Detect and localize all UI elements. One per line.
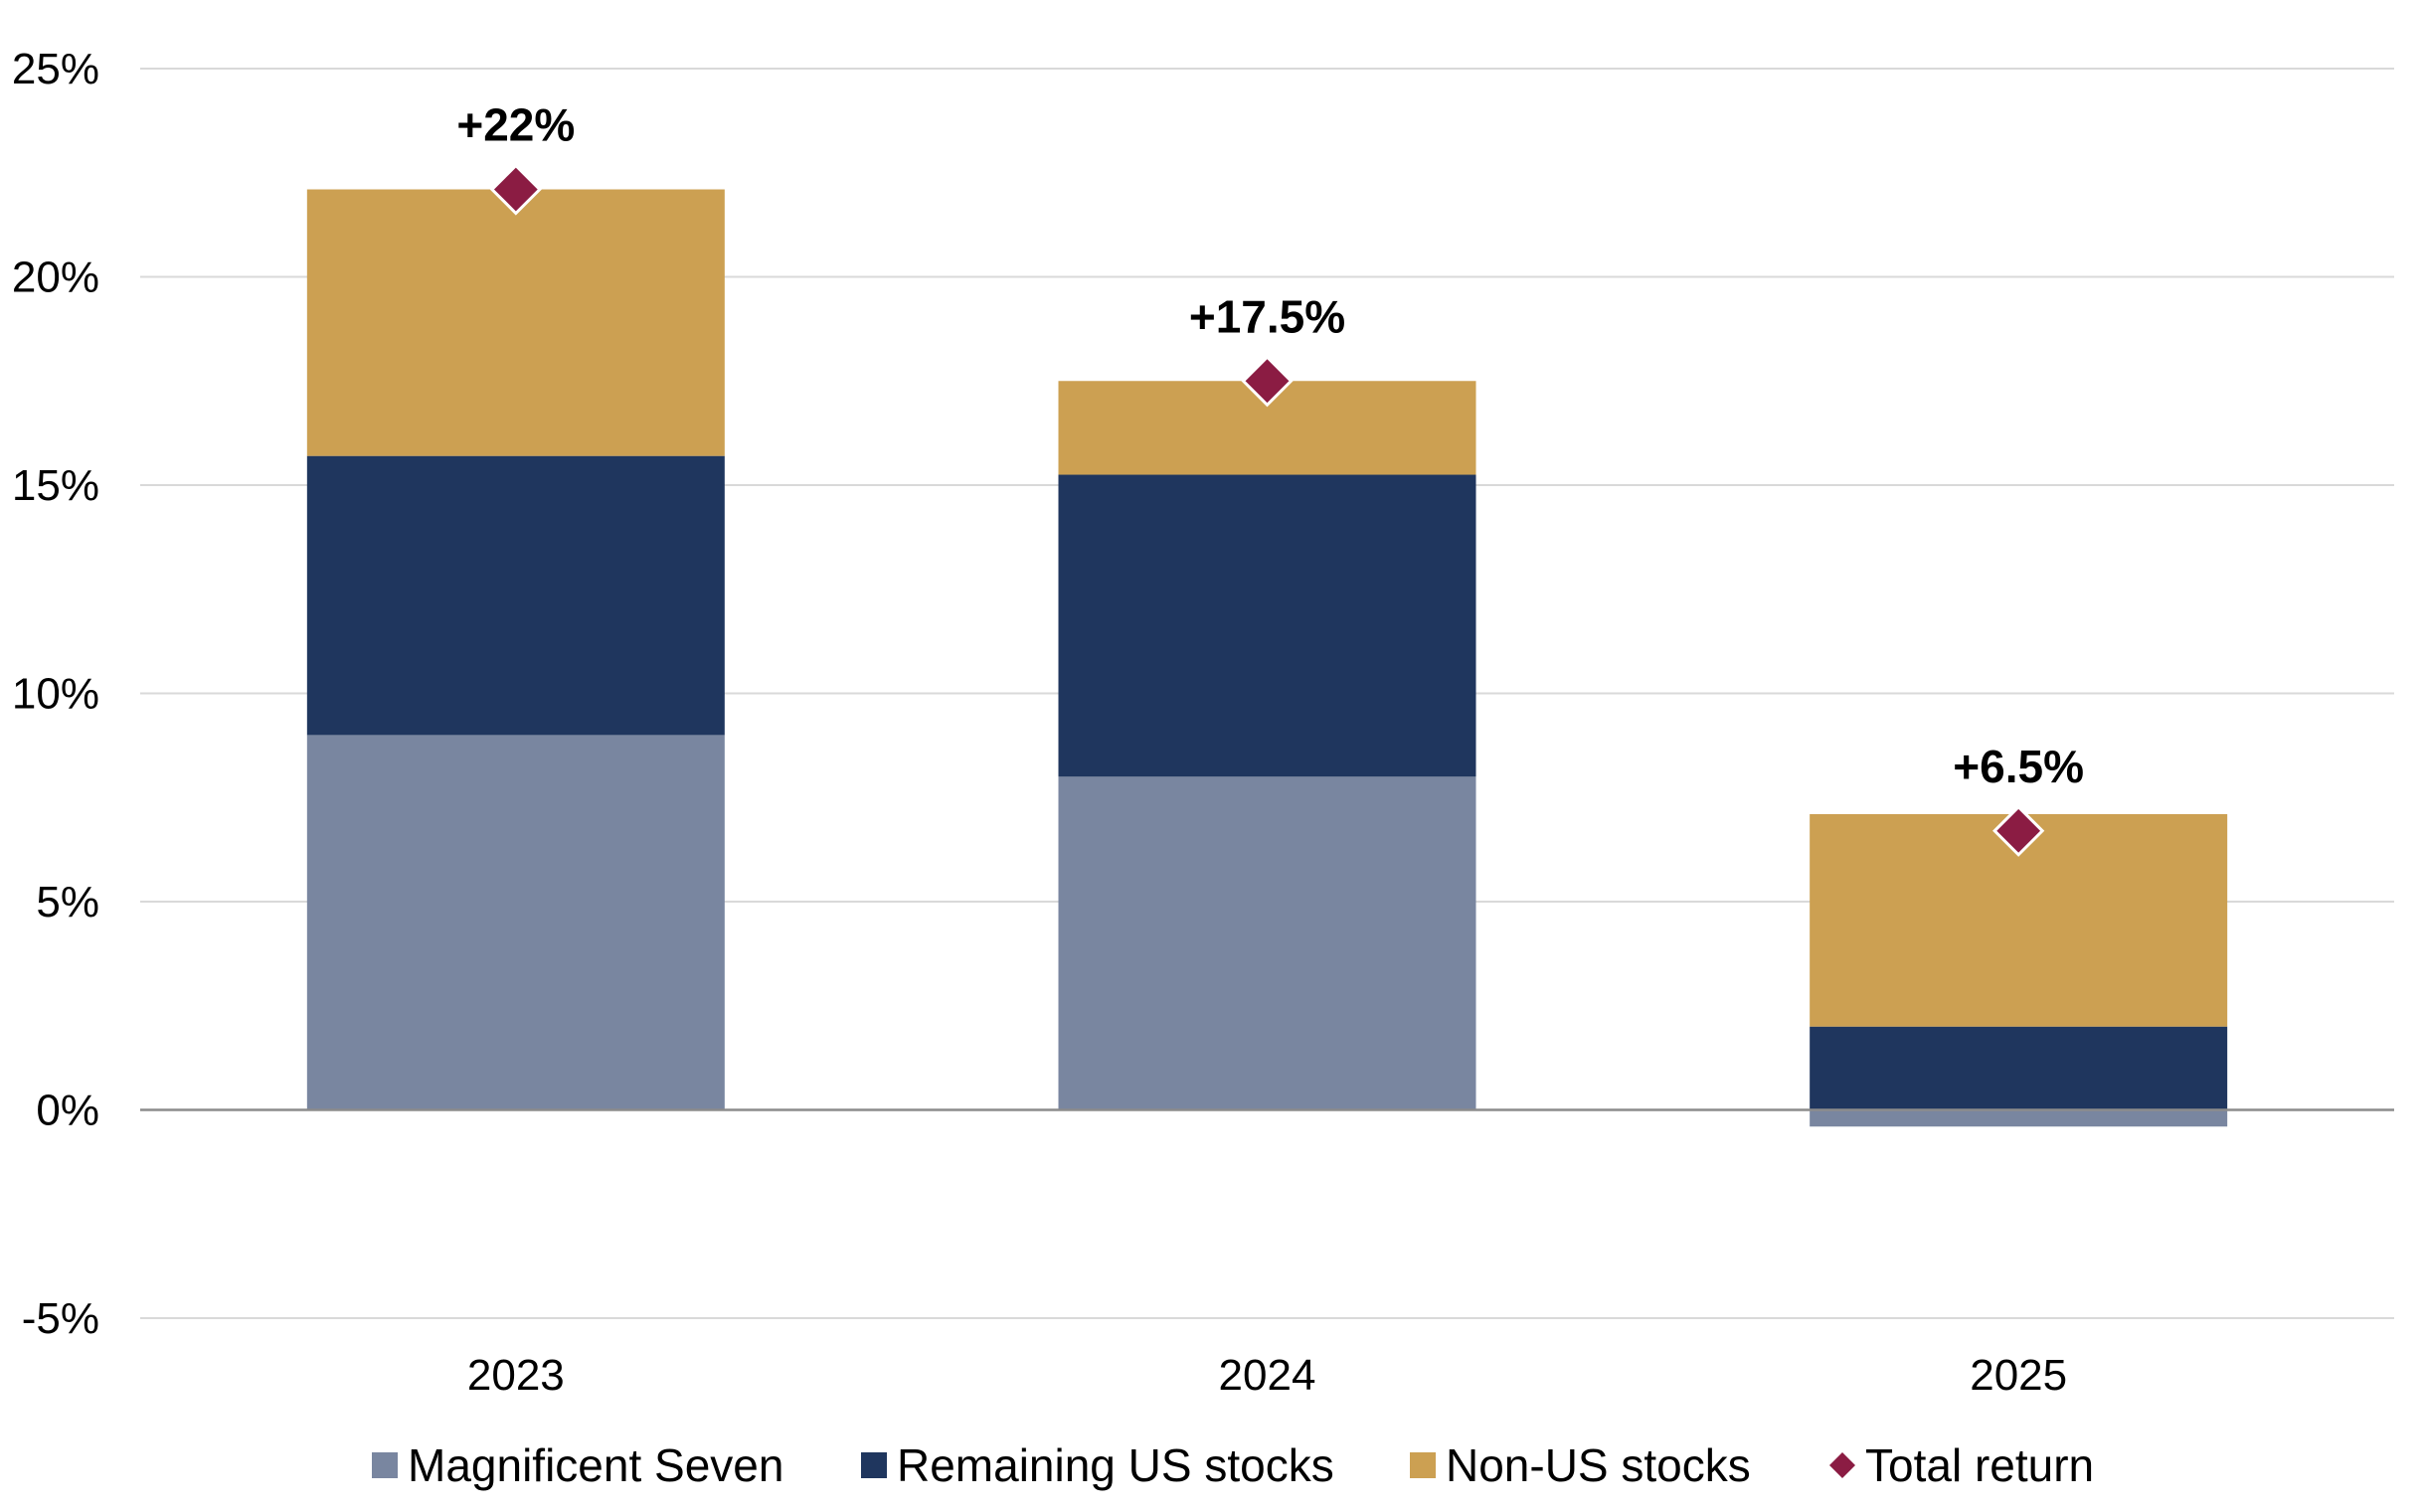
legend-label: Magnificent Seven bbox=[408, 1439, 783, 1491]
total-return-labels: +22% +17.5% +6.5% bbox=[456, 99, 2084, 792]
total-return-markers bbox=[489, 163, 2045, 857]
x-tick-label: 2024 bbox=[1219, 1351, 1316, 1400]
legend-swatch bbox=[1410, 1452, 1436, 1478]
total-return-label: +6.5% bbox=[1953, 741, 2084, 792]
bar-segment bbox=[306, 735, 725, 1110]
legend-swatch bbox=[1829, 1452, 1855, 1478]
total-return-label: +22% bbox=[456, 99, 575, 151]
total-return-marker bbox=[1992, 804, 2045, 857]
y-tick-label: -5% bbox=[22, 1294, 99, 1343]
legend-label: Non-US stocks bbox=[1446, 1439, 1751, 1491]
x-tick-label: 2023 bbox=[467, 1351, 565, 1400]
legend-swatch bbox=[861, 1452, 887, 1478]
total-return-marker bbox=[489, 163, 542, 216]
legend: Magnificent Seven Remaining US stocks Non-… bbox=[372, 1439, 2094, 1491]
bar-segment bbox=[1058, 474, 1476, 777]
bar-segment bbox=[1810, 1026, 2228, 1110]
bar-segment bbox=[1058, 776, 1476, 1110]
y-tick-label: 25% bbox=[12, 45, 99, 93]
y-axis-tick-labels: 25% 20% 15% 10% 5% 0% -5% bbox=[12, 45, 99, 1343]
bar-segment bbox=[1810, 1109, 2228, 1127]
legend-label: Total return bbox=[1865, 1439, 2094, 1491]
y-tick-label: 5% bbox=[36, 878, 99, 926]
legend-swatch bbox=[372, 1452, 398, 1478]
bar-segment bbox=[306, 455, 725, 736]
total-return-marker bbox=[1241, 355, 1294, 408]
legend-label: Remaining US stocks bbox=[897, 1439, 1334, 1491]
x-tick-label: 2025 bbox=[1970, 1351, 2067, 1400]
y-tick-label: 20% bbox=[12, 253, 99, 302]
x-axis-tick-labels: 2023 2024 2025 bbox=[467, 1351, 2067, 1400]
total-return-label: +17.5% bbox=[1189, 290, 1345, 342]
bar-segment bbox=[306, 189, 725, 456]
bar-segments bbox=[306, 189, 2228, 1127]
y-tick-label: 10% bbox=[12, 670, 99, 719]
y-tick-label: 15% bbox=[12, 461, 99, 510]
y-tick-label: 0% bbox=[36, 1087, 99, 1135]
